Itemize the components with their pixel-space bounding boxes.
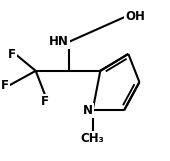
Text: F: F	[8, 48, 16, 61]
Text: HN: HN	[49, 35, 69, 48]
Text: OH: OH	[125, 10, 145, 23]
Text: F: F	[1, 79, 9, 92]
Text: CH₃: CH₃	[81, 132, 105, 145]
Text: F: F	[41, 95, 49, 108]
Text: N: N	[83, 104, 93, 117]
